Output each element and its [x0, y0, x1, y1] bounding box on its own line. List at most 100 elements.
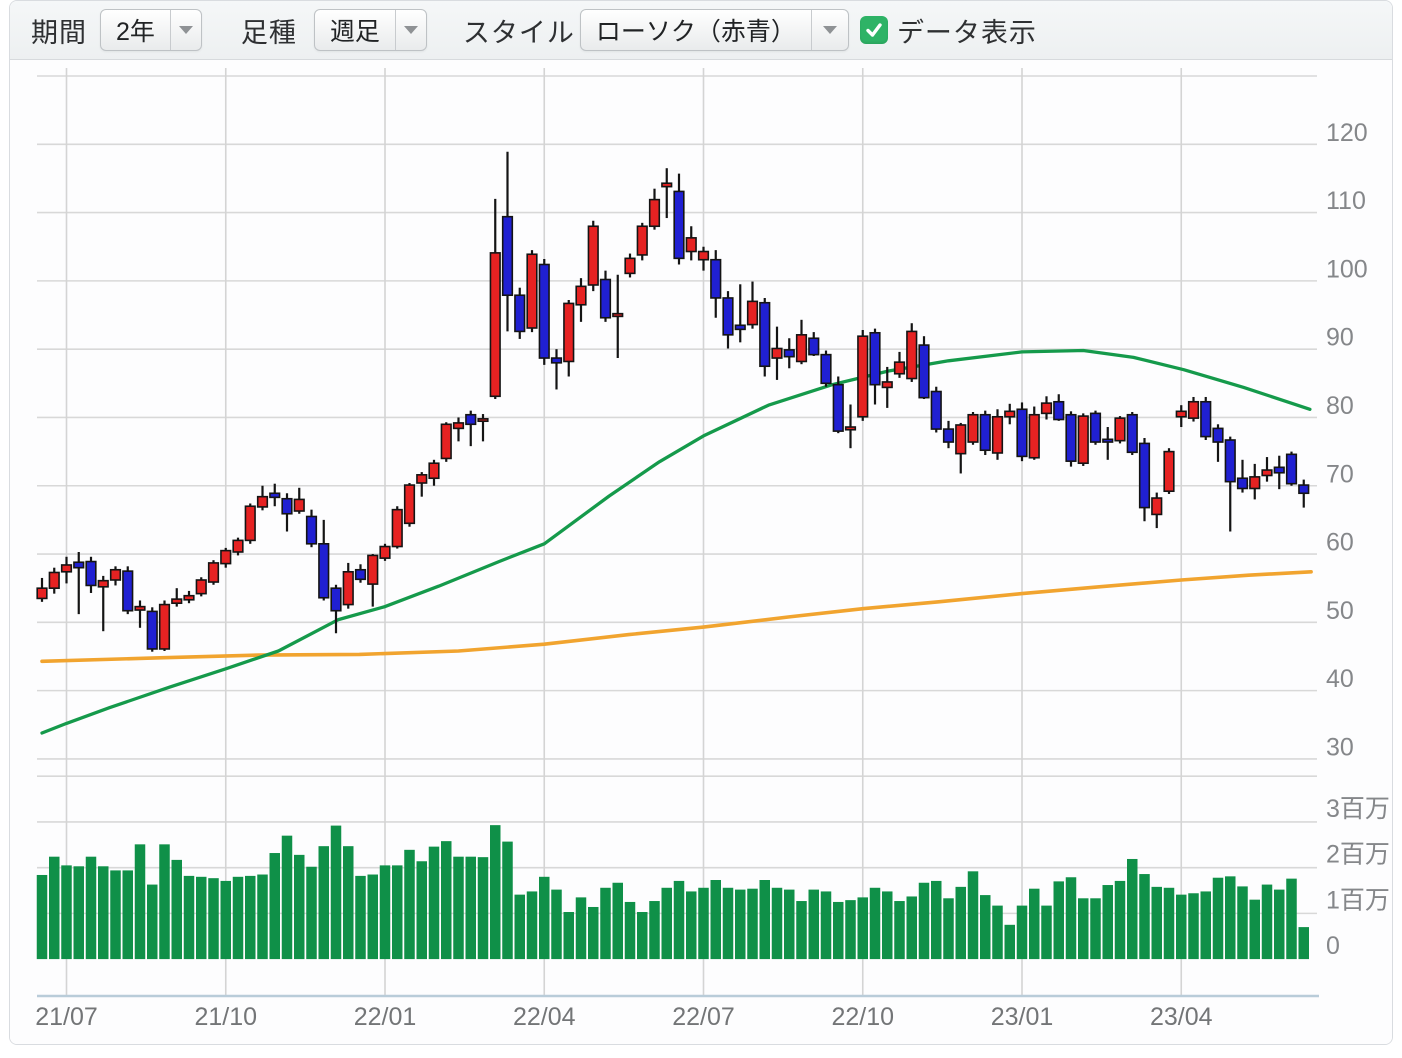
volume-bar — [1029, 888, 1040, 960]
ma-short-line — [40, 348, 1312, 735]
volume-bar — [355, 875, 366, 960]
candle — [1163, 448, 1175, 494]
candle-body-up — [379, 545, 391, 559]
candle — [109, 566, 122, 586]
candle-body-up — [575, 285, 587, 306]
volume-bar — [1249, 899, 1260, 960]
price-axis-label: 90 — [1326, 324, 1354, 352]
volume-bar — [392, 865, 403, 960]
volume-bar — [36, 874, 48, 960]
volume-axis-label: 2百万 — [1326, 841, 1390, 869]
candle-body-down — [122, 570, 134, 612]
period-select-value: 2年 — [116, 18, 155, 46]
volume-bar — [747, 888, 758, 960]
candle — [844, 404, 857, 449]
candle — [710, 250, 722, 318]
volume-bar — [992, 905, 1003, 960]
volume-bar — [318, 846, 329, 960]
volume-bar — [661, 887, 672, 960]
candle — [697, 246, 710, 271]
candle — [256, 485, 269, 511]
date-axis-label: 22/01 — [354, 1003, 417, 1031]
candle-body-up — [158, 603, 171, 650]
candle-body-up — [967, 413, 979, 443]
chart-canvas[interactable]: 120 110 100 90 80 70 60 50 40 30 3百万 2百万 1百万 0 21/07 21… — [10, 60, 1392, 1045]
candle — [538, 259, 550, 365]
chevron-down-icon[interactable] — [394, 10, 426, 50]
chevron-down-icon[interactable] — [169, 10, 201, 50]
candle — [1004, 403, 1016, 425]
candle-body-up — [1004, 410, 1016, 418]
candle — [207, 560, 220, 585]
candle — [869, 328, 881, 405]
volume-bar — [686, 891, 697, 960]
candle-body-up — [1187, 400, 1200, 419]
candle-body-up — [624, 257, 636, 275]
candle-body-down — [1236, 477, 1249, 490]
volume-bar — [1274, 889, 1285, 960]
candle-body-down — [538, 263, 550, 359]
candle — [685, 226, 697, 261]
candle — [367, 554, 379, 607]
candle — [1102, 427, 1114, 460]
volume-bar — [955, 886, 966, 960]
candle-body-down — [146, 610, 158, 650]
candle-body-down — [465, 413, 477, 426]
candle — [648, 188, 661, 230]
data-display-checkbox[interactable] — [859, 16, 888, 44]
volume-bar — [1016, 905, 1028, 960]
candle-body-down — [1102, 438, 1114, 443]
date-axis-label: 21/10 — [194, 1003, 257, 1031]
volume-bar — [980, 895, 991, 960]
candle-body-down — [1298, 484, 1310, 495]
candle-body-up — [906, 330, 918, 380]
volume-bar — [428, 846, 440, 960]
volume-bar — [918, 882, 930, 960]
candle — [1200, 396, 1212, 440]
candle-body-up — [244, 505, 256, 542]
candle — [1126, 411, 1138, 456]
candle — [465, 410, 477, 447]
candle-body-down — [514, 294, 526, 333]
candle — [1224, 436, 1236, 532]
candle-body-down — [1212, 427, 1224, 443]
volume-bar — [673, 880, 685, 960]
volume-bar — [134, 844, 146, 960]
candle — [1016, 402, 1028, 462]
volume-bar — [539, 876, 550, 960]
volume-bar — [441, 841, 452, 960]
candle — [305, 509, 318, 548]
volume-bar — [1102, 885, 1113, 960]
candle-body-up — [697, 250, 710, 261]
volume-bar — [110, 870, 121, 960]
candle-body-up — [293, 498, 305, 512]
candle-body-down — [501, 215, 514, 297]
chevron-down-icon[interactable] — [810, 10, 848, 50]
candle-body-up — [1175, 410, 1187, 418]
candle-body-up — [648, 198, 661, 228]
volume-bar — [649, 901, 660, 960]
candle — [734, 284, 746, 343]
volume-bar — [514, 894, 525, 960]
period-select[interactable]: 2年 — [100, 9, 202, 51]
volume-bar — [869, 887, 881, 960]
candle-body-down — [808, 337, 820, 356]
volume-axis-label: 3百万 — [1326, 795, 1390, 823]
candle — [661, 168, 673, 219]
candle-body-down — [942, 428, 955, 443]
candle — [391, 506, 403, 549]
candle — [379, 543, 391, 561]
volume-bar — [771, 887, 783, 960]
candle — [820, 350, 832, 387]
candle-body-up — [367, 554, 379, 585]
candle — [1040, 396, 1053, 420]
candle-body-up — [428, 462, 440, 480]
candle-body-down — [1285, 453, 1298, 485]
candle — [48, 567, 60, 594]
volume-bar — [232, 876, 244, 960]
volume-bar — [1053, 881, 1064, 960]
bar-type-select[interactable]: 週足 — [313, 9, 427, 51]
volume-bar — [845, 900, 856, 960]
style-select[interactable]: ローソク（赤青） — [579, 9, 849, 51]
candle — [1089, 410, 1102, 445]
